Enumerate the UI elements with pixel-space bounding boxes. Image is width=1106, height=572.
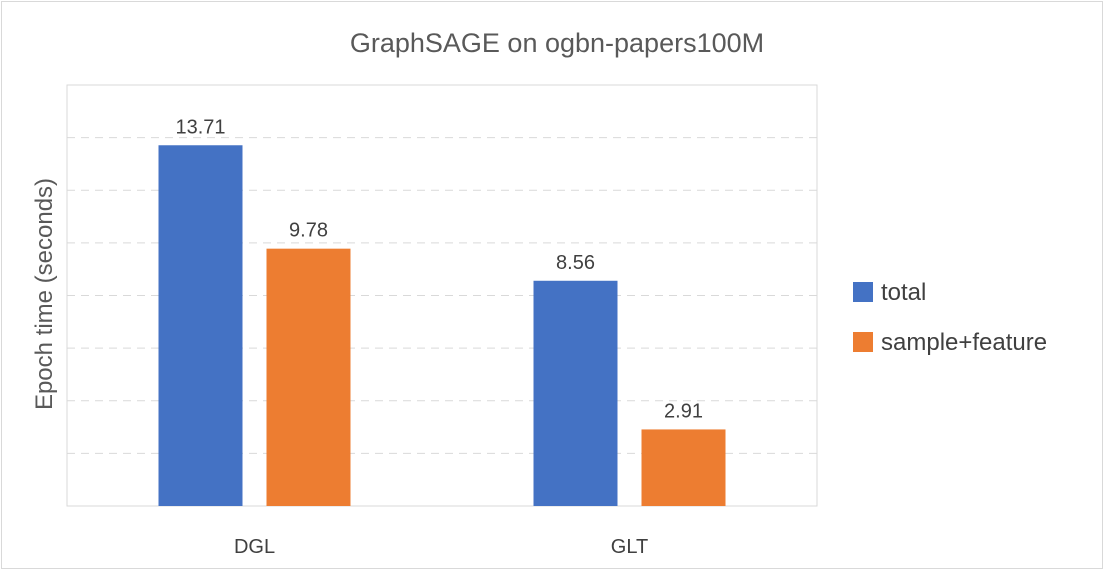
plot-area: 13.71 9.78 DGL 8.56 2.91 GLT <box>66 84 818 558</box>
x-tick-label: DGL <box>234 536 275 558</box>
chart-title: GraphSAGE on ogbn-papers100M <box>350 28 764 58</box>
y-axis-label: Epoch time (seconds) <box>31 178 58 410</box>
data-label: 8.56 <box>556 252 595 274</box>
bar-dgl-sample-feature <box>266 248 351 506</box>
data-label: 2.91 <box>664 400 703 422</box>
legend: total sample+feature <box>853 279 1047 356</box>
legend-swatch <box>853 332 873 352</box>
x-tick-label: GLT <box>611 536 648 558</box>
bar-dgl-total <box>158 145 243 507</box>
data-label: 13.71 <box>175 116 225 138</box>
legend-swatch <box>853 282 873 302</box>
legend-label: total <box>881 279 926 306</box>
bar-glt-sample-feature <box>641 429 726 506</box>
legend-label: sample+feature <box>881 329 1047 356</box>
bar-glt-total <box>533 280 618 506</box>
data-label: 9.78 <box>289 220 328 242</box>
